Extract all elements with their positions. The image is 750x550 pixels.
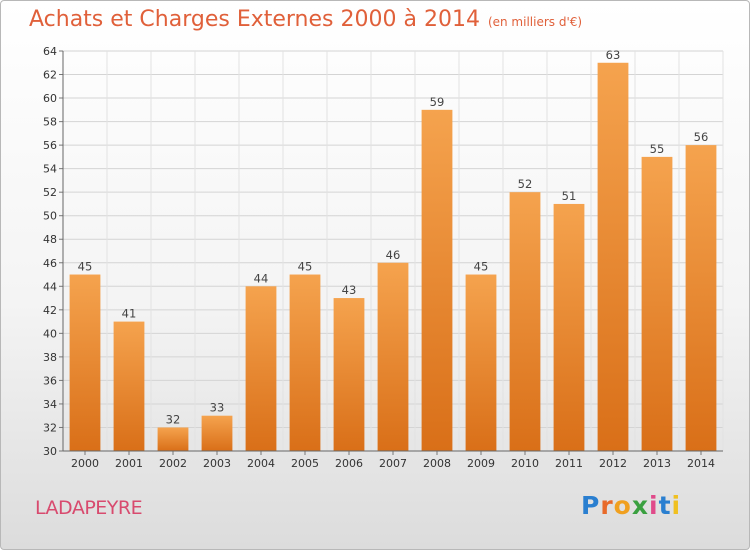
bar-2011 (553, 203, 585, 451)
bar-value-label: 32 (166, 412, 181, 426)
bar-value-label: 63 (606, 48, 621, 62)
y-tick-label: 38 (43, 351, 57, 364)
y-tick-label: 36 (43, 374, 57, 387)
bar-2000 (69, 274, 101, 451)
bar-2012 (597, 62, 629, 451)
x-tick-label: 2004 (247, 457, 275, 470)
bar-2007 (377, 262, 409, 451)
x-tick-label: 2003 (203, 457, 231, 470)
y-tick-label: 34 (43, 398, 57, 411)
x-tick-label: 2000 (71, 457, 99, 470)
y-tick-label: 54 (43, 163, 57, 176)
y-tick-label: 64 (43, 45, 57, 58)
proxiti-logo: Proxiti (581, 491, 682, 520)
axes: 30 32 34 36 38 40 42 44 46 48 50 52 54 56 58 60 62 64 2000… (43, 45, 723, 470)
bar-2002 (157, 427, 189, 451)
chart-subtitle: (en milliers d'€) (487, 15, 583, 29)
y-tick-label: 50 (43, 210, 57, 223)
bar-value-label: 46 (386, 248, 401, 262)
commune-name: LADAPEYRE (35, 497, 143, 519)
x-tick-label: 2005 (291, 457, 319, 470)
bar-2009 (465, 274, 497, 451)
y-tick-label: 48 (43, 233, 57, 246)
chart-title: Achats et Charges Externes 2000 à 2014 (e… (29, 7, 582, 32)
x-tick-label: 2009 (467, 457, 495, 470)
x-tick-label: 2010 (511, 457, 539, 470)
bar-value-label: 33 (210, 401, 225, 415)
chart-title-text: Achats et Charges Externes 2000 à 2014 (29, 7, 480, 32)
y-tick-label: 46 (43, 257, 57, 270)
y-tick-label: 62 (43, 69, 57, 82)
bar-2013 (641, 156, 673, 451)
y-tick-label: 30 (43, 445, 57, 458)
y-tick-label: 56 (43, 139, 57, 152)
y-tick-label: 32 (43, 421, 57, 434)
bar-2001 (113, 321, 145, 451)
x-tick-label: 2006 (335, 457, 363, 470)
x-tick-label: 2007 (379, 457, 407, 470)
bar-value-label: 59 (430, 95, 445, 109)
bar-value-label: 41 (122, 307, 137, 321)
bar-value-label: 45 (298, 260, 313, 274)
y-tick-label: 42 (43, 304, 57, 317)
bar-2004 (245, 286, 277, 451)
bar-2006 (333, 298, 365, 451)
bars: 45 41 32 33 44 45 43 46 59 45 52 51 63 55 56 (69, 48, 717, 452)
x-tick-label: 2002 (159, 457, 187, 470)
bar-2005 (289, 274, 321, 451)
bar-value-label: 52 (518, 177, 533, 191)
bar-value-label: 55 (650, 142, 665, 156)
bar-value-label: 56 (694, 130, 709, 144)
bar-value-label: 45 (78, 260, 93, 274)
x-tick-label: 2012 (599, 457, 627, 470)
bar-value-label: 45 (474, 260, 489, 274)
y-tick-label: 58 (43, 116, 57, 129)
y-tick-label: 44 (43, 280, 57, 293)
bar-2010 (509, 192, 541, 452)
y-tick-label: 60 (43, 92, 57, 105)
bar-value-label: 43 (342, 283, 357, 297)
bar-2008 (421, 109, 453, 451)
bar-value-label: 44 (254, 271, 269, 285)
bar-2014 (685, 145, 717, 451)
bar-2003 (201, 415, 233, 451)
x-tick-label: 2013 (643, 457, 671, 470)
y-tick-label: 52 (43, 186, 57, 199)
x-tick-label: 2008 (423, 457, 451, 470)
bar-value-label: 51 (562, 189, 577, 203)
x-tick-label: 2014 (687, 457, 715, 470)
x-tick-label: 2001 (115, 457, 143, 470)
y-tick-label: 40 (43, 327, 57, 340)
x-tick-label: 2011 (555, 457, 583, 470)
